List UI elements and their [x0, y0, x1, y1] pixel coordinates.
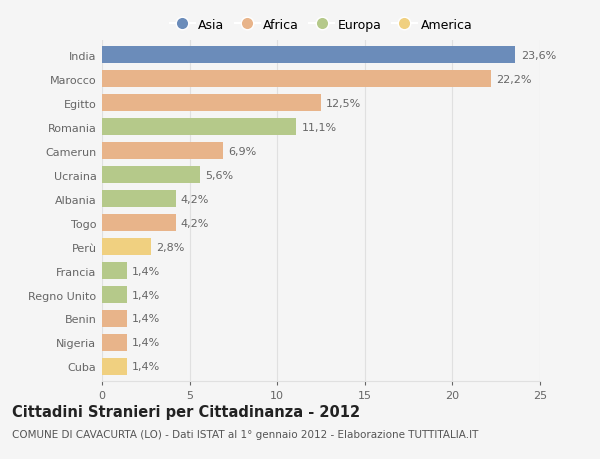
Text: 22,2%: 22,2%	[496, 75, 532, 84]
Text: 1,4%: 1,4%	[132, 338, 160, 347]
Bar	[102, 71, 491, 88]
Text: 1,4%: 1,4%	[132, 290, 160, 300]
Bar	[102, 358, 127, 375]
Text: 1,4%: 1,4%	[132, 314, 160, 324]
Text: Cittadini Stranieri per Cittadinanza - 2012: Cittadini Stranieri per Cittadinanza - 2…	[12, 404, 360, 419]
Bar	[102, 334, 127, 351]
Text: 1,4%: 1,4%	[132, 266, 160, 276]
Text: 6,9%: 6,9%	[228, 146, 256, 157]
Bar	[102, 214, 176, 232]
Bar	[102, 119, 296, 136]
Text: 2,8%: 2,8%	[157, 242, 185, 252]
Text: 23,6%: 23,6%	[521, 50, 556, 61]
Text: 4,2%: 4,2%	[181, 218, 209, 228]
Bar	[102, 143, 223, 160]
Text: COMUNE DI CAVACURTA (LO) - Dati ISTAT al 1° gennaio 2012 - Elaborazione TUTTITAL: COMUNE DI CAVACURTA (LO) - Dati ISTAT al…	[12, 429, 478, 439]
Bar	[102, 95, 321, 112]
Bar	[102, 190, 176, 208]
Text: 12,5%: 12,5%	[326, 99, 362, 108]
Bar	[102, 238, 151, 256]
Bar	[102, 263, 127, 280]
Legend: Asia, Africa, Europa, America: Asia, Africa, Europa, America	[164, 14, 478, 37]
Text: 1,4%: 1,4%	[132, 362, 160, 372]
Text: 5,6%: 5,6%	[205, 170, 233, 180]
Bar	[102, 286, 127, 303]
Bar	[102, 310, 127, 327]
Bar	[102, 167, 200, 184]
Text: 4,2%: 4,2%	[181, 194, 209, 204]
Text: 11,1%: 11,1%	[302, 123, 337, 132]
Bar	[102, 47, 515, 64]
